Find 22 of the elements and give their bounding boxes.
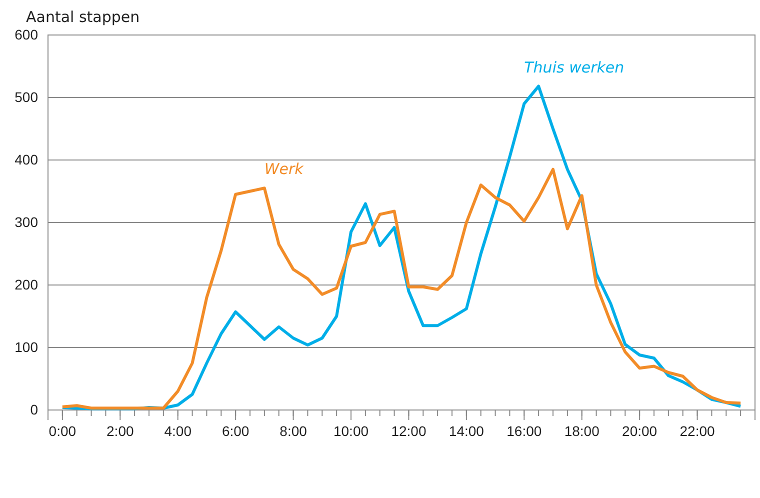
x-tick-label: 0:00: [48, 422, 76, 439]
x-tick-label: 14:00: [448, 422, 484, 439]
x-tick-label: 16:00: [506, 422, 542, 439]
x-tick-label: 6:00: [222, 422, 250, 439]
x-tick-label: 22:00: [680, 422, 716, 439]
x-tick-label: 20:00: [622, 422, 658, 439]
x-tick-label: 4:00: [164, 422, 192, 439]
y-tick-label: 200: [14, 276, 38, 292]
x-tick-label: 12:00: [391, 422, 426, 439]
series-label: Thuis werken: [524, 58, 624, 76]
series-label: Werk: [264, 160, 305, 178]
y-tick-label: 100: [14, 338, 38, 355]
y-tick-label: 400: [14, 151, 38, 168]
x-tick-label: 8:00: [280, 422, 308, 439]
y-tick-label: 0: [30, 401, 38, 418]
x-tick-label: 18:00: [564, 422, 600, 439]
x-tick-label: 2:00: [106, 422, 134, 439]
y-axis-title: Aantal stappen: [26, 8, 140, 26]
y-tick-label: 500: [14, 88, 38, 105]
y-tick-label: 300: [14, 214, 38, 230]
x-tick-label: 10:00: [333, 422, 369, 439]
y-tick-label: 600: [14, 26, 38, 42]
